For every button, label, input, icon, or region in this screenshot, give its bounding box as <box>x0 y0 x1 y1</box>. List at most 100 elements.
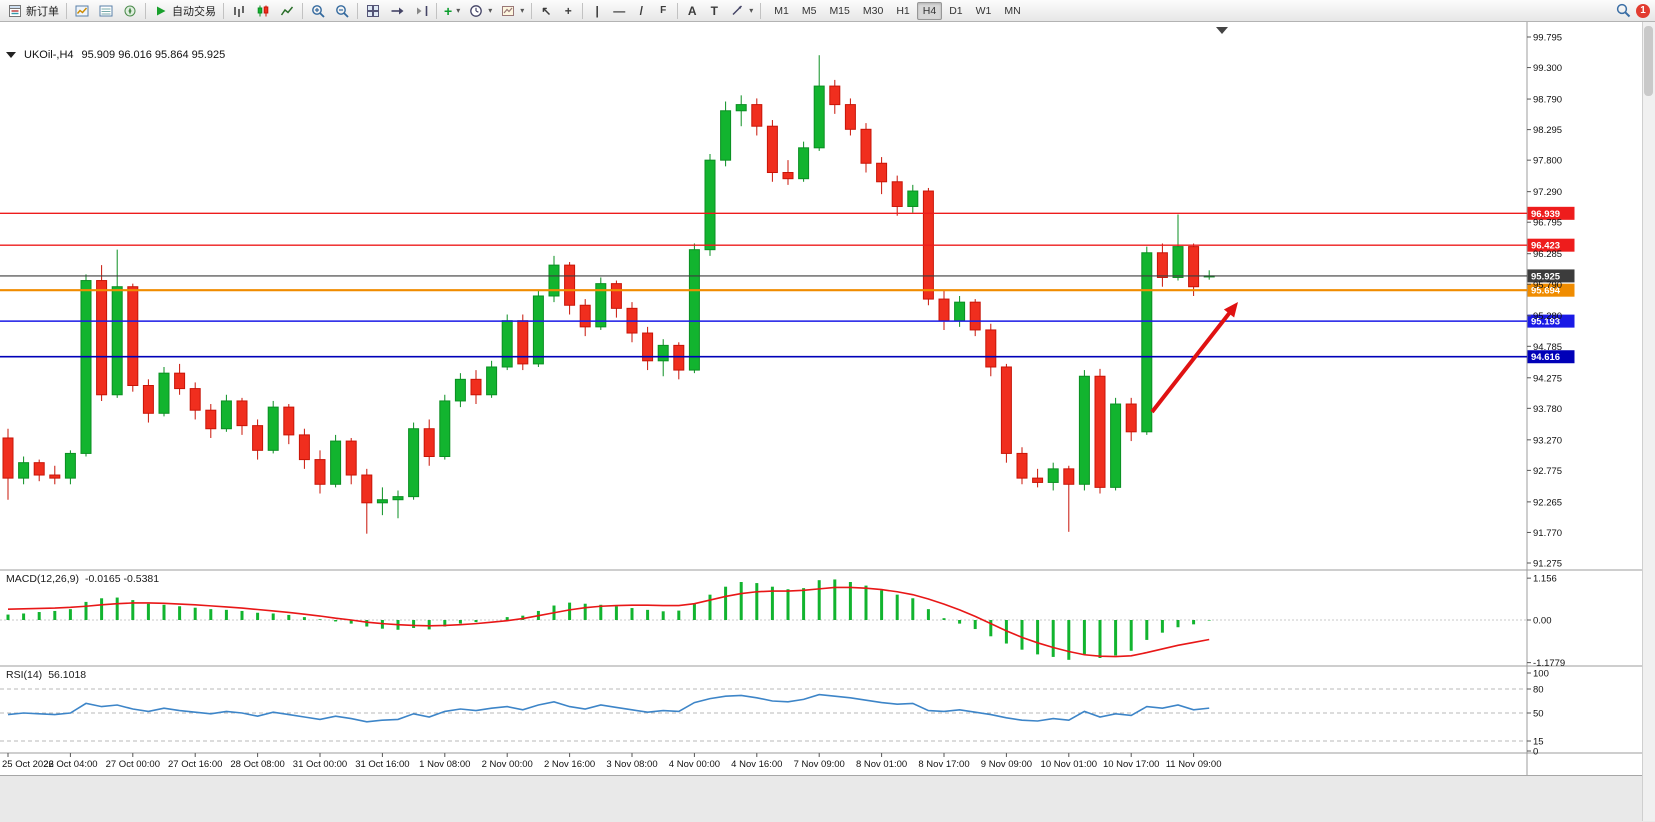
horizontal-line-tool[interactable]: — <box>608 2 630 20</box>
bar-chart-button[interactable] <box>227 2 251 20</box>
toolbar-separator <box>760 2 762 19</box>
scrollbar-thumb[interactable] <box>1644 26 1653 96</box>
zoom-out-button[interactable] <box>330 2 354 20</box>
search-icon[interactable] <box>1615 3 1631 19</box>
candle-body <box>829 85 841 106</box>
date-label: 1 Nov 08:00 <box>419 759 470 770</box>
timeframe-H4[interactable]: H4 <box>916 1 943 20</box>
bar-chart-icon <box>231 3 247 19</box>
candle-body <box>330 440 342 485</box>
candlestick-chart-button[interactable] <box>251 2 275 20</box>
templates-dropdown[interactable]: ▾ <box>496 2 528 20</box>
toolbar-separator <box>436 2 437 19</box>
date-label: 2 Nov 16:00 <box>544 759 595 770</box>
price-tick-label: 97.800 <box>1533 156 1562 167</box>
crosshair-tool-button[interactable]: + <box>557 2 579 20</box>
candle-body <box>267 406 279 451</box>
line-chart-button[interactable] <box>275 2 299 20</box>
candle-body <box>439 400 451 458</box>
chevron-down-icon: ▾ <box>488 6 493 15</box>
chevron-down-icon: ▾ <box>749 6 754 15</box>
market-watch-button[interactable] <box>70 2 94 20</box>
candle-body <box>1032 477 1044 483</box>
candle-body <box>548 264 560 297</box>
fibonacci-tool[interactable]: F <box>652 2 674 20</box>
price-tick-label: 91.275 <box>1533 559 1562 570</box>
candle-body <box>969 301 981 331</box>
candle-body <box>1141 252 1153 433</box>
trendline-tool[interactable]: / <box>630 2 652 20</box>
new-order-button[interactable]: 新订单 <box>3 2 63 20</box>
autotrading-icon <box>153 3 169 19</box>
cursor-tool-button[interactable]: ↖ <box>535 2 557 20</box>
price-tag-label: 95.925 <box>1531 271 1561 282</box>
date-label: 31 Oct 00:00 <box>293 759 347 770</box>
timeframe-MN[interactable]: MN <box>1004 4 1021 17</box>
price-tick-label: 96.285 <box>1533 249 1562 260</box>
timeframe-M30[interactable]: M30 <box>862 4 884 17</box>
candlestick-chart-icon <box>255 3 271 19</box>
candle-body <box>798 147 810 180</box>
macd-pane-label: MACD(12,26,9) -0.0165 -0.5381 <box>6 573 159 585</box>
trendline-icon: / <box>639 3 643 18</box>
candle-body <box>766 125 778 174</box>
data-window-button[interactable] <box>94 2 118 20</box>
candle-body <box>1094 375 1106 488</box>
navigator-button[interactable] <box>118 2 142 20</box>
vertical-scrollbar[interactable] <box>1642 22 1655 821</box>
shapes-dropdown[interactable]: ▾ <box>725 2 757 20</box>
candle-body <box>376 499 388 504</box>
rsi-pane-label: RSI(14) 56.1018 <box>6 669 86 681</box>
candle-body <box>876 162 888 183</box>
candle-body <box>18 462 30 479</box>
date-label: 4 Nov 00:00 <box>669 759 720 770</box>
price-tick-label: 99.300 <box>1533 63 1562 74</box>
auto-scroll-button[interactable] <box>385 2 409 20</box>
chart-canvas[interactable]: 96.939 96.423 95.925 95.694 95.193 94.616 99.7… <box>0 22 1655 775</box>
text-label-icon: T <box>710 3 718 18</box>
candle-body <box>673 344 685 371</box>
price-tick-label: 95.790 <box>1533 280 1562 291</box>
candle-body <box>49 474 61 479</box>
indicators-dropdown[interactable]: + ▾ <box>440 2 464 20</box>
date-label: 25 Oct 2022 <box>2 759 54 770</box>
chevron-down-icon: ▾ <box>520 6 525 15</box>
timeframe-D1[interactable]: D1 <box>949 4 963 17</box>
timeframe-M5[interactable]: M5 <box>801 4 817 17</box>
timeframe-H1[interactable]: H1 <box>896 4 910 17</box>
toolbar-separator <box>582 2 584 19</box>
candle-body <box>907 190 919 207</box>
notification-badge[interactable]: 1 <box>1636 3 1650 18</box>
date-label: 10 Nov 17:00 <box>1103 759 1160 770</box>
tile-windows-button[interactable] <box>361 2 385 20</box>
timeframe-M15[interactable]: M15 <box>829 4 850 17</box>
periods-dropdown[interactable]: ▾ <box>464 2 496 20</box>
text-tool[interactable]: A <box>681 2 703 20</box>
add-indicator-icon: + <box>444 2 453 19</box>
vertical-line-tool[interactable]: | <box>586 2 608 20</box>
candle-body <box>954 301 966 322</box>
timeframe-W1[interactable]: W1 <box>975 4 992 17</box>
text-label-tool[interactable]: T <box>703 2 725 20</box>
one-click-trading-toggle[interactable] <box>6 52 16 58</box>
price-tag <box>1527 350 1575 364</box>
autotrading-button[interactable]: 自动交易 <box>149 2 220 20</box>
candle-body <box>486 366 498 396</box>
candle-body <box>111 286 123 396</box>
candle-body <box>657 344 669 362</box>
candle-body <box>345 440 357 476</box>
price-tag-label: 94.616 <box>1531 352 1560 363</box>
candle-body <box>1110 403 1122 488</box>
data-window-icon <box>98 3 114 19</box>
candle-body <box>782 172 794 180</box>
date-label: 4 Nov 16:00 <box>731 759 782 770</box>
zoom-in-button[interactable] <box>306 2 330 20</box>
chart-shift-button[interactable] <box>409 2 433 20</box>
cursor-icon: ↖ <box>541 3 552 18</box>
chart-area[interactable]: 96.939 96.423 95.925 95.694 95.193 94.616 99.7… <box>0 22 1655 775</box>
timeframe-group: M1 M5 M15 M30 H1 H4 D1 W1 MN <box>768 1 1026 20</box>
candle-body <box>1188 246 1200 288</box>
timeframe-M1[interactable]: M1 <box>774 4 789 17</box>
navigator-icon <box>122 3 138 19</box>
trend-arrow-head <box>1223 302 1238 318</box>
